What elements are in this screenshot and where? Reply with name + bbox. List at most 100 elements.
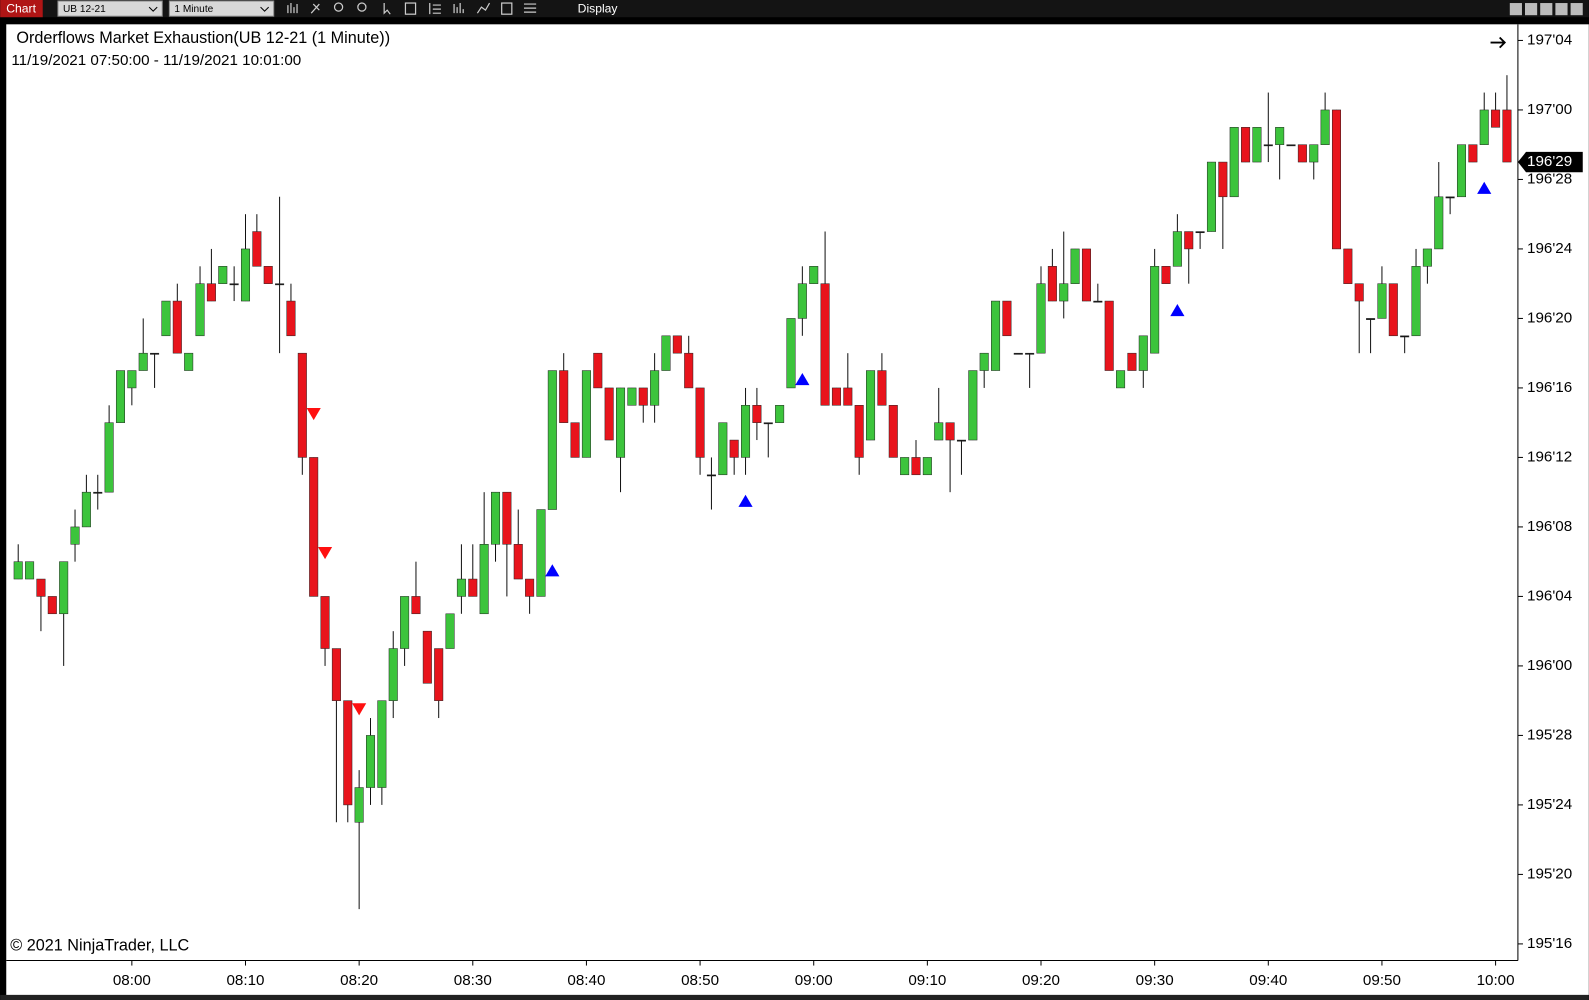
candle-body xyxy=(1195,231,1205,234)
snapshot-icon[interactable] xyxy=(501,2,513,15)
toolbar-icons xyxy=(287,2,537,15)
chart-subtitle: 11/19/2021 07:50:00 - 11/19/2021 10:01:0… xyxy=(11,52,301,69)
candle-body xyxy=(468,578,478,597)
candle-body xyxy=(172,300,182,354)
instrument-dropdown[interactable] xyxy=(57,0,163,17)
restore-button[interactable] xyxy=(1555,3,1568,16)
candle-body xyxy=(1468,144,1478,163)
chart-tab-label[interactable]: Chart xyxy=(6,1,36,15)
candle-body xyxy=(1400,335,1410,338)
candle-body xyxy=(1309,144,1319,163)
candle-body xyxy=(877,370,887,406)
candle-body xyxy=(991,300,1001,371)
candle-body xyxy=(1161,266,1171,284)
signal-marker xyxy=(545,564,560,577)
y-tick-label: 195'24 xyxy=(1527,796,1572,813)
candle-body xyxy=(968,370,978,441)
candle-body xyxy=(900,457,910,476)
x-tick-label: 08:20 xyxy=(340,972,378,989)
candle-body xyxy=(1138,335,1148,371)
candle-body xyxy=(1445,196,1455,199)
candle-body xyxy=(1320,109,1330,145)
instrument-label[interactable]: UB 12-21 xyxy=(63,4,106,15)
window-button[interactable] xyxy=(1509,3,1522,16)
display-menu[interactable]: Display xyxy=(578,1,619,15)
y-tick-label: 196'12 xyxy=(1527,448,1572,465)
candle-body xyxy=(1388,283,1398,337)
candle-body xyxy=(1331,109,1341,250)
x-tick-label: 09:20 xyxy=(1022,972,1060,989)
indicators-icon[interactable] xyxy=(453,3,464,14)
zoom-out-icon[interactable] xyxy=(357,2,367,12)
candle-body xyxy=(93,491,103,494)
candle-body xyxy=(309,457,319,597)
y-tick-label: 196'20 xyxy=(1527,309,1572,326)
candle-body xyxy=(1229,127,1239,198)
candle-body xyxy=(252,231,262,267)
pointer-icon[interactable] xyxy=(383,3,391,15)
candle-body xyxy=(377,700,387,788)
candle-body xyxy=(286,300,296,337)
candle-body xyxy=(775,405,785,423)
strategies-icon[interactable] xyxy=(476,2,491,14)
x-tick-label: 08:50 xyxy=(681,972,719,989)
candle-body xyxy=(1081,248,1091,302)
signal-marker xyxy=(738,494,753,507)
candle-body xyxy=(1206,161,1216,232)
candle-body xyxy=(1002,300,1012,337)
interval-dropdown[interactable] xyxy=(168,0,275,17)
candle-body xyxy=(150,352,160,355)
window-buttons xyxy=(1509,3,1583,16)
x-tick-label: 09:40 xyxy=(1249,972,1287,989)
candle-body xyxy=(59,561,69,615)
draw-icon[interactable] xyxy=(310,3,320,14)
candle-body xyxy=(888,405,898,458)
signal-marker xyxy=(317,546,333,560)
signal-marker xyxy=(306,407,321,421)
status-bar xyxy=(0,994,1589,1000)
candle-body xyxy=(1025,352,1035,355)
candle-body xyxy=(25,561,35,580)
chart-tab[interactable] xyxy=(0,0,43,18)
maximize-button[interactable] xyxy=(1540,3,1553,16)
signal-marker xyxy=(1477,181,1492,194)
candle-body xyxy=(297,352,307,458)
candle-body xyxy=(195,283,205,337)
minimize-button[interactable] xyxy=(1524,3,1538,16)
candle-body xyxy=(831,387,841,406)
y-tick-label: 196'04 xyxy=(1527,587,1572,604)
candle-body xyxy=(81,491,91,528)
candle-body xyxy=(1479,109,1489,145)
candle-body xyxy=(218,266,228,284)
candle-body xyxy=(229,283,239,286)
candle-body xyxy=(786,318,796,389)
candle-body xyxy=(979,352,989,371)
candle-body xyxy=(627,387,637,406)
candle-body xyxy=(411,596,421,615)
y-tick-label: 196'16 xyxy=(1527,379,1572,396)
candle-body xyxy=(1252,127,1262,163)
y-tick-label: 196'00 xyxy=(1527,657,1572,674)
properties-icon[interactable] xyxy=(404,2,417,15)
candle-body xyxy=(843,387,853,406)
interval-label[interactable]: 1 Minute xyxy=(174,4,213,15)
y-tick-label: 196'24 xyxy=(1527,240,1572,257)
zoom-in-icon[interactable] xyxy=(333,2,344,12)
candle-body xyxy=(797,283,807,319)
bars-icon[interactable] xyxy=(287,3,298,14)
list-icon[interactable] xyxy=(523,3,537,13)
candle-body xyxy=(763,422,773,425)
candle-body xyxy=(434,648,444,701)
candle-body xyxy=(1059,283,1069,302)
candle-body xyxy=(127,370,137,389)
close-button[interactable] xyxy=(1570,3,1583,16)
scroll-arrow[interactable] xyxy=(1490,36,1507,49)
candle-body xyxy=(115,370,125,423)
data-box-icon[interactable] xyxy=(429,3,441,15)
dropdown-arrow xyxy=(260,6,270,12)
dropdown-arrow xyxy=(148,6,158,12)
candle-body xyxy=(263,266,273,284)
candle-body xyxy=(502,491,512,545)
